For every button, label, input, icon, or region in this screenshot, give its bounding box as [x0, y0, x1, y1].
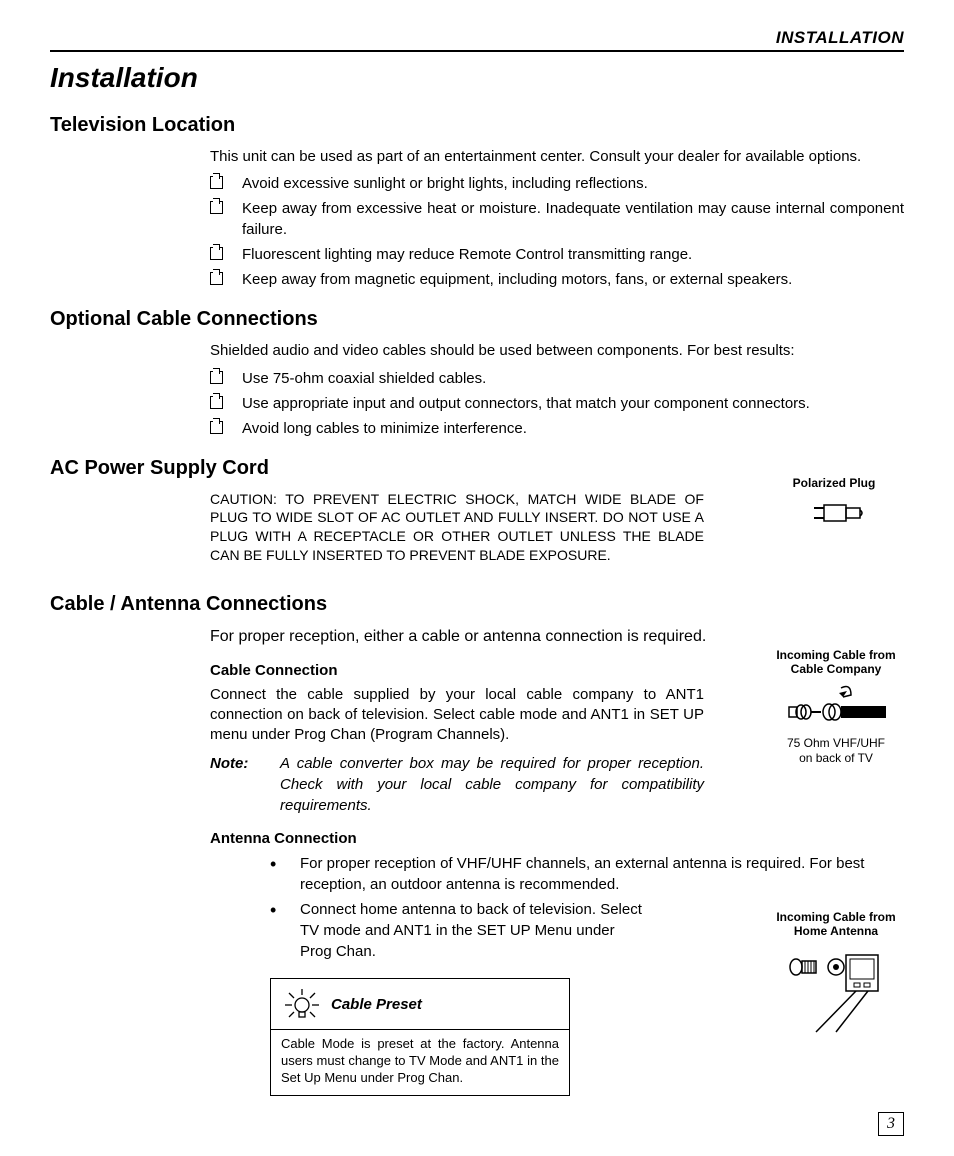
heading-optional-cable: Optional Cable Connections: [50, 308, 904, 331]
figure-caption-top: Incoming Cable from Cable Company: [766, 648, 906, 677]
heading-cable-antenna: Cable / Antenna Connections: [50, 593, 904, 616]
list-item: Keep away from excessive heat or moistur…: [210, 198, 904, 240]
list-item: Connect home antenna to back of televisi…: [270, 899, 644, 962]
note-body: A cable converter box may be required fo…: [280, 753, 704, 816]
tv-location-list: Avoid excessive sunlight or bright light…: [210, 173, 904, 290]
preset-box-header: Cable Preset: [271, 979, 569, 1030]
tv-location-intro: This unit can be used as part of an ente…: [210, 147, 894, 167]
cable-note: Note: A cable converter box may be requi…: [210, 753, 704, 816]
figure-caption-bottom: 75 Ohm VHF/UHF on back of TV: [766, 736, 906, 765]
coax-icon: [781, 685, 891, 725]
list-item: Fluorescent lighting may reduce Remote C…: [210, 244, 904, 265]
list-item: Keep away from magnetic equipment, inclu…: [210, 269, 904, 290]
list-item: Avoid excessive sunlight or bright light…: [210, 173, 904, 194]
page-number: 3: [878, 1112, 904, 1136]
cable-antenna-intro: For proper reception, either a cable or …: [210, 626, 894, 648]
list-item: Use 75-ohm coaxial shielded cables.: [210, 368, 904, 389]
header-label: INSTALLATION: [50, 28, 904, 52]
lightbulb-icon: [281, 987, 323, 1021]
subheading-antenna-connection: Antenna Connection: [210, 830, 904, 847]
list-item: For proper reception of VHF/UHF channels…: [270, 853, 904, 895]
preset-box-body: Cable Mode is preset at the factory. Ant…: [271, 1030, 569, 1095]
optional-cable-list: Use 75-ohm coaxial shielded cables. Use …: [210, 368, 904, 439]
heading-tv-location: Television Location: [50, 114, 904, 137]
figure-polarized-plug: Polarized Plug: [774, 476, 894, 532]
cable-preset-box: Cable Preset Cable Mode is preset at the…: [270, 978, 570, 1096]
ac-power-caution: CAUTION: TO PREVENT ELECTRIC SHOCK, MATC…: [210, 490, 704, 566]
list-item: Avoid long cables to minimize interferen…: [210, 418, 904, 439]
optional-cable-intro: Shielded audio and video cables should b…: [210, 341, 894, 361]
note-label: Note:: [210, 753, 280, 816]
figure-home-antenna: Incoming Cable from Home Antenna: [766, 910, 906, 1040]
antenna-icon: [776, 947, 896, 1037]
plug-icon: [804, 498, 864, 528]
page-title: Installation: [50, 62, 904, 94]
figure-incoming-cable: Incoming Cable from Cable Company 75 Ohm…: [766, 648, 906, 765]
preset-box-title: Cable Preset: [331, 996, 422, 1013]
cable-connection-body: Connect the cable supplied by your local…: [210, 685, 704, 746]
figure-caption-top: Incoming Cable from Home Antenna: [766, 910, 906, 939]
figure-caption: Polarized Plug: [774, 476, 894, 490]
list-item: Use appropriate input and output connect…: [210, 393, 904, 414]
